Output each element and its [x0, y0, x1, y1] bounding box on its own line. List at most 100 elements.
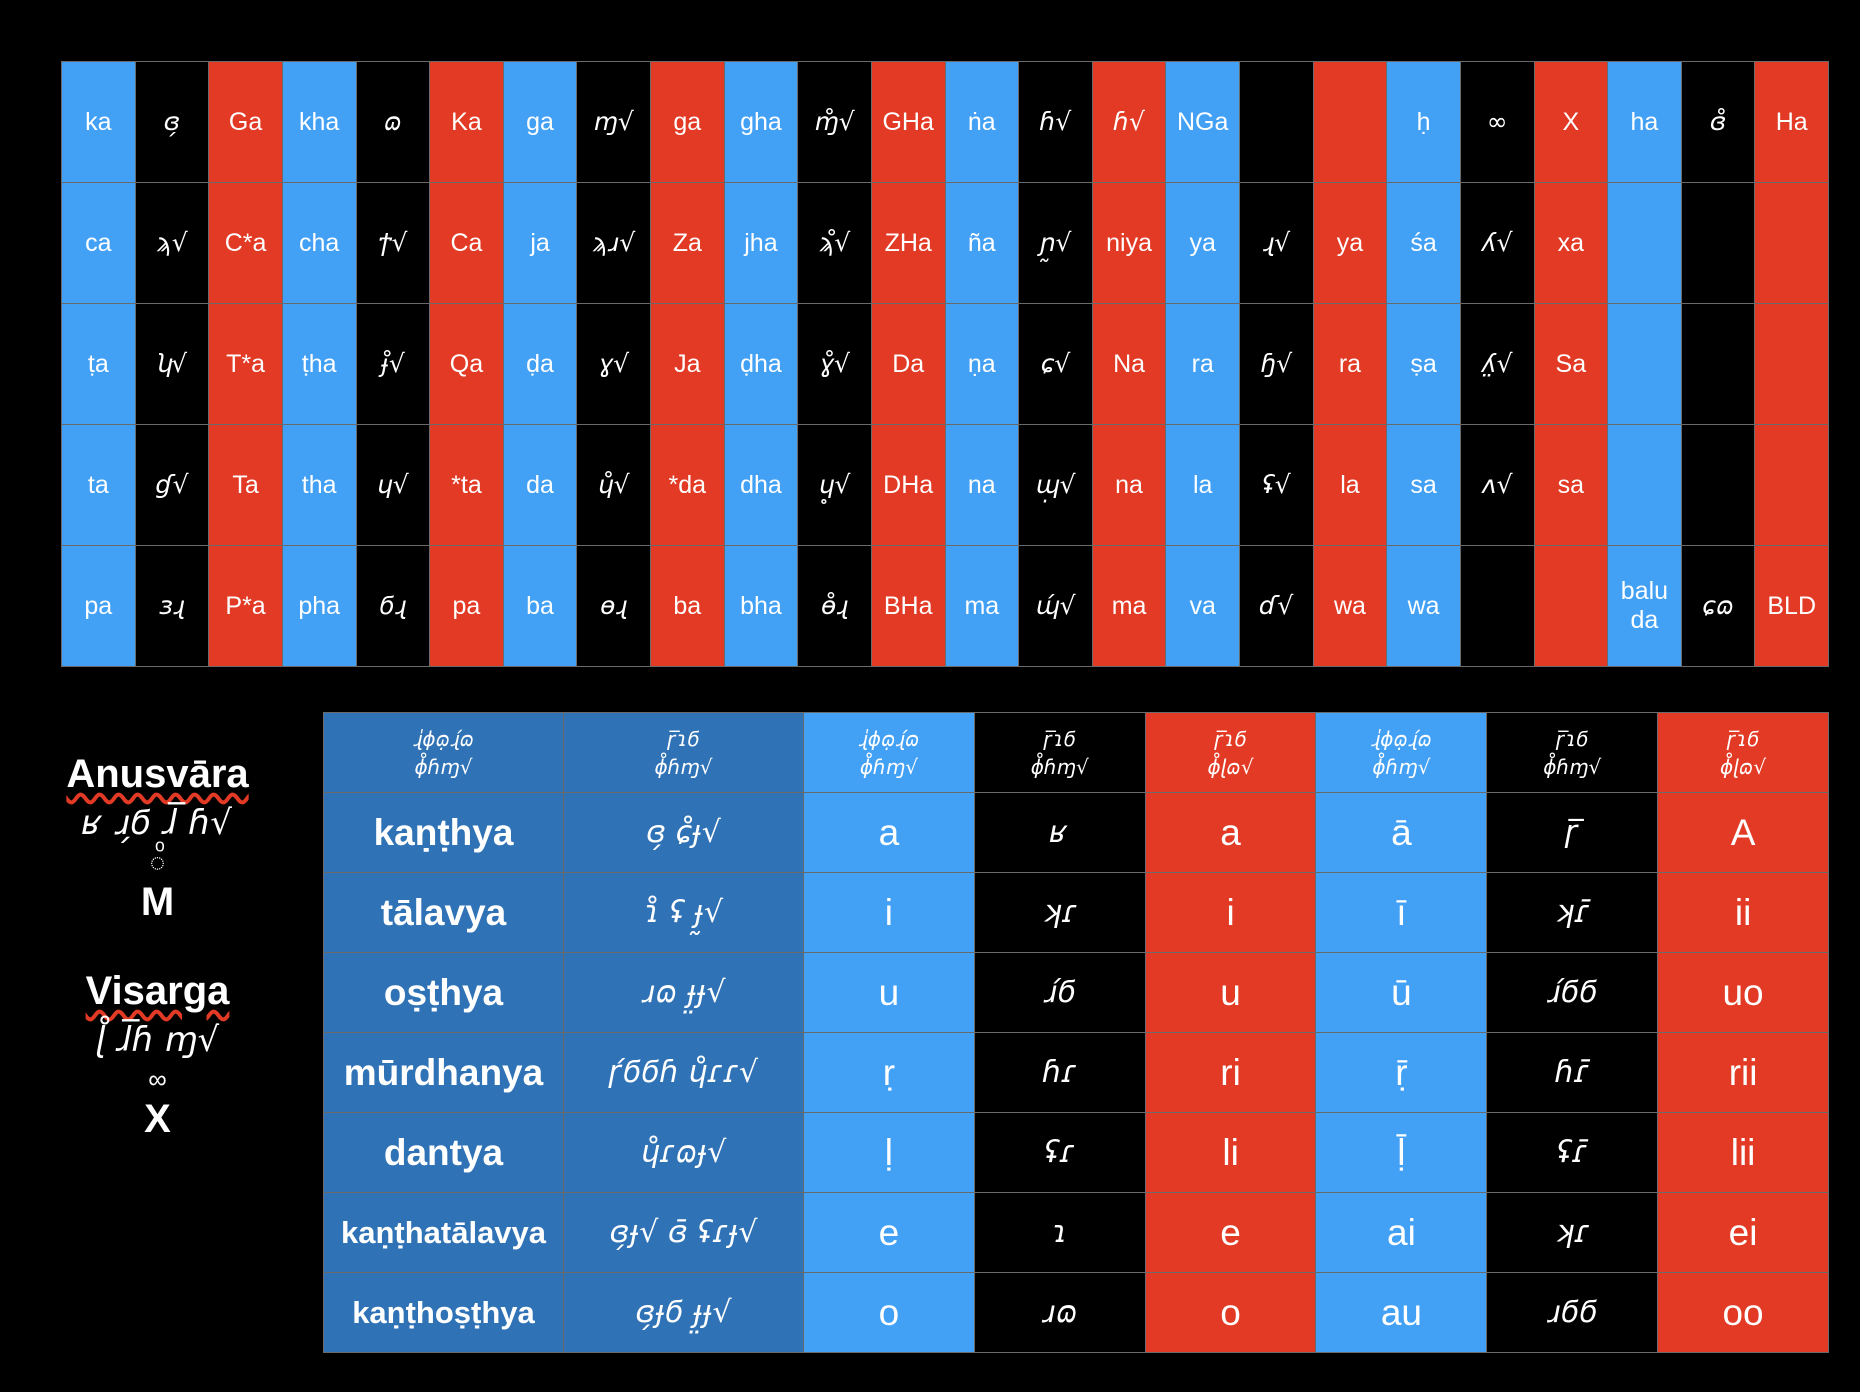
short-vowel: ḷ	[804, 1113, 975, 1193]
short-vowel-latin: o	[1145, 1273, 1317, 1353]
short-vowel-latin: a	[1145, 793, 1317, 873]
header-script-cell: ɻ̍ɸɷ̣ɻ́ɷ ɸ̊ɦɱ√	[1316, 713, 1488, 793]
long-vowel-script: ʞɾ̄	[1487, 873, 1659, 953]
romanization-cell: ḍa	[503, 304, 578, 425]
script-glyph-cell: ɻ√	[1240, 183, 1314, 304]
romanization-cell	[1681, 304, 1756, 425]
script-glyph-cell: ɥ√	[356, 425, 431, 546]
short-vowel-latin: ri	[1145, 1033, 1317, 1113]
long-vowel: ṝ	[1316, 1033, 1488, 1113]
romanization-cell	[1681, 183, 1756, 304]
anusvara-block: Anusvāra ʁ ɹ̗ϭ ɺ̅ ɦ√ ◌ͦ M	[20, 752, 295, 925]
visarga-script: ɭ̊ ɺ̅ɦ ɱ√	[95, 1020, 220, 1060]
short-vowel-script: ɹɷ	[974, 1273, 1146, 1353]
articulation-script: ɼ́ϭϭɦ ɥ̊ɾɾ√	[564, 1033, 804, 1113]
romanization-cell: X	[1534, 62, 1609, 183]
romanization-cell: niya	[1092, 183, 1167, 304]
long-vowel: ai	[1316, 1193, 1488, 1273]
articulation-script: ɞ̗ ɕ̊ɟ√	[564, 793, 804, 873]
articulation-term: kaṇṭhoṣṭhya	[324, 1273, 564, 1353]
romanization-cell: kha	[282, 62, 357, 183]
romanization-cell: ta	[62, 425, 136, 546]
long-vowel-latin: lii	[1658, 1113, 1829, 1193]
script-glyph-cell: ∞	[1460, 62, 1535, 183]
romanization-cell: bha	[724, 546, 799, 667]
script-glyph-cell: ɱ√	[577, 62, 651, 183]
romanization-cell: BHa	[871, 546, 946, 667]
script-glyph-cell: ɲ̰√	[1019, 183, 1093, 304]
articulation-term: mūrdhanya	[324, 1033, 564, 1113]
romanization-cell: tha	[282, 425, 357, 546]
script-glyph-cell: ʢ√	[1240, 425, 1314, 546]
romanization-cell: Na	[1092, 304, 1167, 425]
romanization-cell	[1313, 62, 1388, 183]
script-glyph-cell: ɕɷ	[1681, 546, 1756, 667]
long-vowel-script: ɼ̅	[1487, 793, 1659, 873]
romanization-cell: pa	[62, 546, 136, 667]
romanization-cell: ka	[62, 62, 136, 183]
script-glyph-cell: ɦ√	[1019, 62, 1093, 183]
vowel-table: ɻ̍ɸɷ̣ɻ́ɷ ɸ̊ɦɱ√ ɼ̅ɿϭ ɸ̊ɦɱ√ ɻ̍ɸɷ̣ɻ́ɷ ɸ̊ɦɱ√ ɼ̅…	[323, 712, 1829, 1353]
long-vowel: ā	[1316, 793, 1488, 873]
romanization-cell: ja	[503, 183, 578, 304]
script-glyph-cell: ɞ̗	[135, 62, 210, 183]
romanization-cell: ya	[1166, 183, 1240, 304]
romanization-cell: na	[1092, 425, 1167, 546]
romanization-cell: Za	[651, 183, 725, 304]
romanization-cell	[1681, 425, 1756, 546]
long-vowel-script: ɦɾ̄	[1487, 1033, 1659, 1113]
romanization-cell: Sa	[1534, 304, 1609, 425]
romanization-cell: ya	[1313, 183, 1388, 304]
romanization-cell: sa	[1387, 425, 1461, 546]
romanization-cell	[1608, 425, 1682, 546]
romanization-cell: ZHa	[871, 183, 946, 304]
romanization-cell: *da	[651, 425, 725, 546]
articulation-term: kaṇṭhya	[324, 793, 564, 873]
long-vowel-latin: oo	[1658, 1273, 1829, 1353]
romanization-cell: Ga	[209, 62, 283, 183]
visarga-block: Visarga ɭ̊ ɺ̅ɦ ɱ√ ∞ X	[20, 969, 295, 1142]
header-script-cell: ɼ̅ɿϭ ɸ̊ɭɷ√	[1145, 713, 1317, 793]
script-glyph-cell: ɷ	[356, 62, 431, 183]
script-glyph-cell: ϡ̊√	[798, 183, 872, 304]
romanization-cell: ba	[503, 546, 578, 667]
visarga-title: Visarga	[85, 969, 230, 1013]
long-vowel-latin: ii	[1658, 873, 1829, 953]
romanization-cell: ṅa	[945, 62, 1020, 183]
short-vowel: e	[804, 1193, 975, 1273]
articulation-term: dantya	[324, 1113, 564, 1193]
romanization-cell: va	[1166, 546, 1240, 667]
script-glyph-cell: ɥ̥√	[798, 425, 872, 546]
romanization-cell: NGa	[1166, 62, 1240, 183]
romanization-cell: sa	[1534, 425, 1609, 546]
romanization-cell	[1240, 62, 1314, 183]
romanization-cell	[1755, 183, 1829, 304]
romanization-cell: DHa	[871, 425, 946, 546]
romanization-cell: balu da	[1608, 546, 1682, 667]
script-glyph-cell: ɕ√	[1019, 304, 1093, 425]
header-script-cell: ɻ̍ɸɷ̣ɻ́ɷ ɸ̊ɦɱ√	[324, 713, 564, 793]
anusvara-script: ʁ ɹ̗ϭ ɺ̅ ɦ√	[83, 803, 232, 843]
romanization-cell: Ka	[430, 62, 504, 183]
romanization-cell: ga	[651, 62, 725, 183]
long-vowel: au	[1316, 1273, 1488, 1353]
short-vowel-latin: li	[1145, 1113, 1317, 1193]
romanization-cell: *ta	[430, 425, 504, 546]
romanization-cell	[1460, 546, 1535, 667]
romanization-cell: Ha	[1755, 62, 1829, 183]
short-vowel: ṛ	[804, 1033, 975, 1113]
romanization-cell	[1755, 425, 1829, 546]
romanization-cell: ga	[503, 62, 578, 183]
romanization-cell: Ca	[430, 183, 504, 304]
romanization-cell: wa	[1387, 546, 1461, 667]
articulation-script: ɞ̗ɟϭ ɟ̤ɟ√	[564, 1273, 804, 1353]
romanization-cell	[1608, 304, 1682, 425]
short-vowel-latin: i	[1145, 873, 1317, 953]
script-glyph-cell: ɣ̊√	[798, 304, 872, 425]
script-glyph-cell: ɰ́√	[1019, 546, 1093, 667]
romanization-cell: BLD	[1755, 546, 1829, 667]
anusvara-title: Anusvāra	[66, 752, 249, 796]
romanization-cell: ña	[945, 183, 1020, 304]
romanization-cell: pha	[282, 546, 357, 667]
